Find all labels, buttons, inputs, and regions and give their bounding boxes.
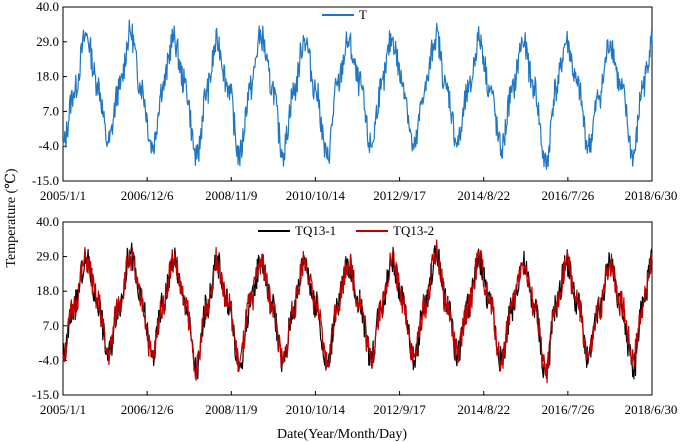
x-tick-label: 2005/1/1: [40, 402, 86, 417]
x-tick-label: 2010/10/14: [286, 188, 346, 203]
y-axis-title: Temperature (℃): [4, 168, 19, 267]
x-tick-label: 2016/7/26: [541, 188, 594, 203]
x-tick-label: 2008/11/9: [205, 188, 257, 203]
y-tick-label: 7.0: [43, 103, 59, 118]
x-tick-label: 2005/1/1: [40, 188, 86, 203]
y-tick-label: 18.0: [36, 283, 59, 298]
series-line-t: [62, 19, 653, 170]
x-tick-label: 2018/6/30: [625, 188, 678, 203]
y-tick-label: -15.0: [32, 387, 59, 402]
x-tick-label: 2014/8/22: [457, 402, 510, 417]
y-tick-label: 29.0: [36, 249, 59, 264]
y-tick-label: -15.0: [32, 173, 59, 188]
x-tick-label: 2006/12/6: [121, 402, 174, 417]
x-axis-title: Date(Year/Month/Day): [277, 427, 407, 442]
x-tick-label: 2010/10/14: [286, 402, 346, 417]
plot-frame: [62, 6, 653, 182]
y-tick-label: 18.0: [36, 69, 59, 84]
x-tick-label: 2006/12/6: [121, 188, 174, 203]
x-tick-label: 2012/9/17: [373, 188, 426, 203]
y-tick-label: 40.0: [36, 214, 59, 229]
y-tick-label: -4.0: [38, 352, 59, 367]
series-line-tq13-2: [62, 239, 653, 384]
legend-label-tq13-1: TQ13-1: [295, 223, 336, 238]
x-tick-label: 2008/11/9: [205, 402, 257, 417]
x-tick-label: 2016/7/26: [541, 402, 594, 417]
y-tick-label: 29.0: [36, 34, 59, 49]
y-tick-label: 7.0: [43, 318, 59, 333]
x-tick-label: 2014/8/22: [457, 188, 510, 203]
y-tick-label: -4.0: [38, 138, 59, 153]
y-tick-label: 40.0: [36, 0, 59, 14]
plot-frame: [62, 221, 653, 396]
x-tick-label: 2018/6/30: [625, 402, 678, 417]
legend-label-t: T: [359, 7, 367, 22]
legend-label-tq13-2: TQ13-2: [393, 223, 434, 238]
x-tick-label: 2012/9/17: [373, 402, 426, 417]
